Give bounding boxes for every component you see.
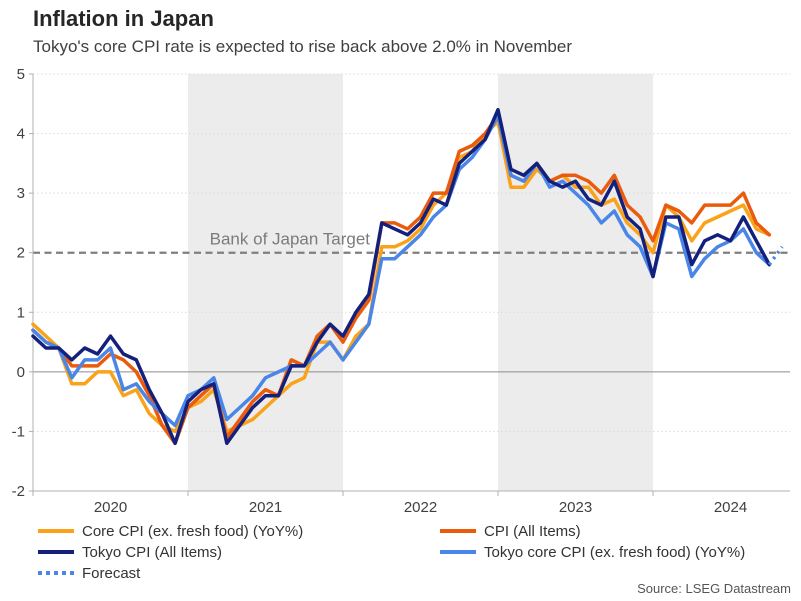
legend-swatch-core-cpi: [38, 529, 74, 533]
series-line-tokyo_core: [31, 113, 772, 428]
legend-label-tokyo-cpi: Tokyo CPI (All Items): [82, 543, 223, 561]
legend-label-tokyo-core: Tokyo core CPI (ex. fresh food) (YoY%): [484, 543, 746, 561]
y-tick-label: 5: [17, 66, 25, 83]
series-line-core_cpi: [31, 119, 772, 434]
legend-column-right: CPI (All Items) Tokyo core CPI (ex. fres…: [440, 521, 745, 583]
x-tick-label: 2024: [714, 499, 747, 516]
line-chart: Bank of Japan Target -2 -1 0 1 2 3 4 5 2020 2021 20…: [12, 66, 790, 516]
legend-swatch-tokyo-cpi: [38, 550, 74, 554]
page-subtitle: Tokyo's core CPI rate is expected to ris…: [33, 37, 573, 56]
series-line-tokyo_cpi: [31, 107, 772, 446]
y-tick-label: -2: [12, 483, 25, 500]
legend-label-cpi-all: CPI (All Items): [484, 522, 581, 540]
boj-target-label: Bank of Japan Target: [210, 230, 371, 249]
legend: Core CPI (ex. fresh food) (YoY%) Tokyo C…: [38, 521, 745, 583]
legend-item-tokyo-cpi: Tokyo CPI (All Items): [38, 542, 440, 562]
source-attribution: Source: LSEG Datastream: [637, 581, 791, 596]
legend-swatch-cpi-all: [440, 529, 476, 533]
legend-column-left: Core CPI (ex. fresh food) (YoY%) Tokyo C…: [38, 521, 440, 583]
legend-swatch-forecast: [38, 571, 74, 575]
legend-item-core-cpi: Core CPI (ex. fresh food) (YoY%): [38, 521, 440, 541]
y-tick-label: 2: [17, 245, 25, 262]
x-tick-label: 2023: [559, 499, 592, 516]
legend-item-tokyo-core: Tokyo core CPI (ex. fresh food) (YoY%): [440, 542, 745, 562]
legend-item-forecast: Forecast: [38, 563, 440, 583]
y-tick-label: 0: [17, 364, 25, 381]
series-line-cpi_all: [31, 113, 772, 446]
legend-item-cpi-all: CPI (All Items): [440, 521, 745, 541]
y-tick-label: 3: [17, 185, 25, 202]
series-line-forecast: [767, 245, 784, 266]
legend-swatch-tokyo-core: [440, 550, 476, 554]
y-tick-label: -1: [12, 423, 25, 440]
legend-label-core-cpi: Core CPI (ex. fresh food) (YoY%): [82, 522, 304, 540]
x-tick-label: 2022: [404, 499, 437, 516]
x-tick-label: 2021: [249, 499, 282, 516]
y-tick-label: 4: [17, 126, 25, 143]
x-tick-label: 2020: [94, 499, 127, 516]
year-shading-band: [188, 74, 343, 491]
y-tick-label: 1: [17, 304, 25, 321]
page-title: Inflation in Japan: [33, 6, 214, 31]
year-shading-band: [498, 74, 653, 491]
legend-label-forecast: Forecast: [82, 564, 141, 582]
